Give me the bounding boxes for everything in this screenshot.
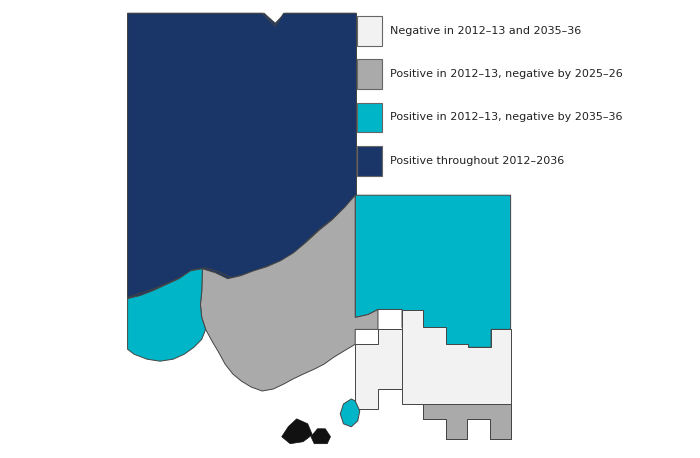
Polygon shape (127, 13, 356, 298)
Text: Positive in 2012–13, negative by 2035–36: Positive in 2012–13, negative by 2035–36 (390, 113, 622, 122)
Bar (357, 146, 382, 175)
Bar (357, 60, 382, 89)
Bar (357, 103, 382, 132)
Text: Negative in 2012–13 and 2035–36: Negative in 2012–13 and 2035–36 (390, 26, 581, 36)
Bar (357, 16, 382, 46)
Polygon shape (311, 429, 330, 444)
Polygon shape (281, 419, 312, 444)
Text: Positive throughout 2012–2036: Positive throughout 2012–2036 (390, 156, 564, 166)
Polygon shape (340, 399, 360, 427)
Polygon shape (200, 195, 378, 391)
Polygon shape (127, 13, 355, 299)
Polygon shape (378, 310, 510, 439)
Polygon shape (355, 329, 402, 409)
Polygon shape (423, 404, 510, 439)
Text: Positive in 2012–13, negative by 2025–26: Positive in 2012–13, negative by 2025–26 (390, 69, 623, 79)
Polygon shape (127, 269, 206, 361)
Polygon shape (355, 195, 510, 362)
